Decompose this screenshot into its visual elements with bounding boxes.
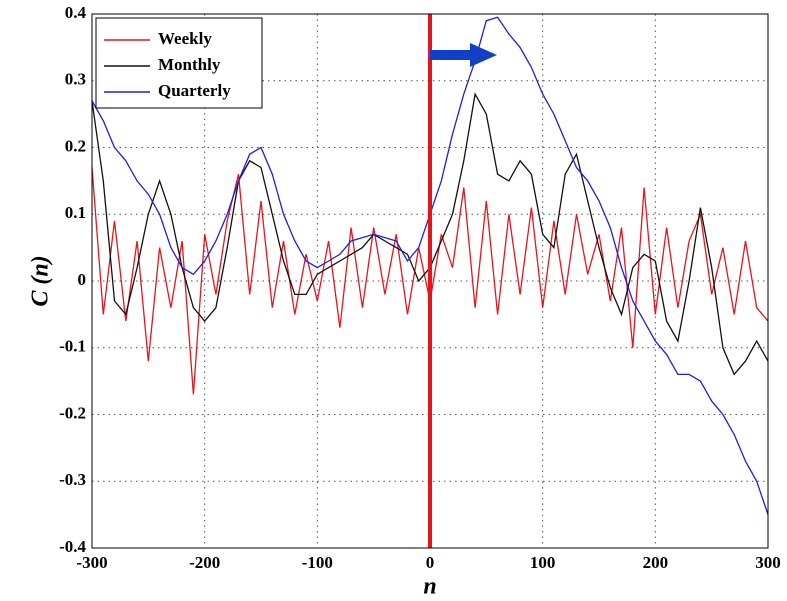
y-tick-label: 0.3 — [65, 70, 86, 89]
x-axis-label: n — [423, 574, 436, 600]
y-tick-label: -0.2 — [59, 403, 86, 422]
y-tick-label: 0 — [78, 270, 87, 289]
x-tick-label: 0 — [426, 553, 435, 572]
y-tick-label: 0.1 — [65, 203, 86, 222]
y-tick-label: -0.1 — [59, 337, 86, 356]
y-tick-label: -0.3 — [59, 470, 86, 489]
y-tick-label: -0.4 — [59, 537, 86, 556]
x-tick-label: 200 — [643, 553, 669, 572]
x-tick-label: 300 — [755, 553, 781, 572]
legend-label: Quarterly — [158, 81, 231, 100]
legend-box — [95, 17, 263, 109]
y-tick-label: 0.2 — [65, 136, 86, 155]
y-tick-label: 0.4 — [65, 3, 87, 22]
legend-label: Weekly — [158, 29, 212, 48]
y-axis-label: C (n) — [28, 255, 54, 306]
x-tick-label: -200 — [189, 553, 220, 572]
legend-label: Monthly — [158, 55, 221, 74]
x-tick-label: -300 — [76, 553, 107, 572]
plot-frame — [91, 13, 769, 549]
x-tick-label: -100 — [302, 553, 333, 572]
x-tick-label: 100 — [530, 553, 556, 572]
arrow — [430, 43, 497, 67]
